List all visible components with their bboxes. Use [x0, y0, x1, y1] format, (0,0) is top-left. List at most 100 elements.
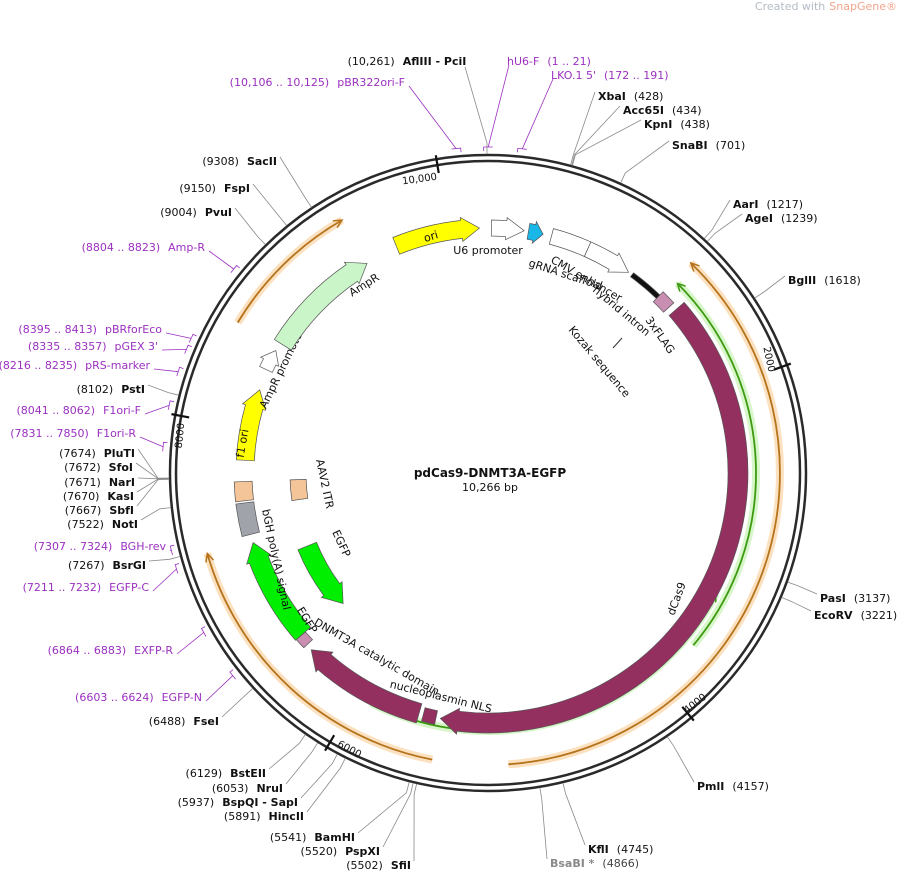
orange-arc: [206, 553, 433, 761]
primer-label: (6864 .. 6883) EXFP-R: [48, 644, 174, 657]
site-line: [570, 91, 596, 166]
primer-range: (8216 .. 8235): [0, 359, 77, 372]
primer-label: (10,106 .. 10,125) pBR322ori-F: [230, 76, 405, 89]
site-label: (5520) PspXI: [301, 845, 380, 858]
site-position: (5891): [224, 810, 261, 823]
site-name: NruI: [256, 782, 283, 795]
feature-label: f1 ori: [234, 428, 252, 459]
primer-range: (7211 .. 7232): [23, 581, 102, 594]
site-name: XbaI: [598, 90, 626, 103]
site-position: (8102): [77, 383, 114, 396]
kozak-tick: [612, 337, 623, 349]
tick-label: 8000: [174, 423, 188, 449]
primer-line: [161, 349, 187, 351]
primer-label: (7307 .. 7324) BGH-rev: [34, 540, 167, 553]
site-label: (7671) NarI: [64, 476, 135, 489]
site-label: (7522) NotI: [67, 518, 138, 531]
feature: [289, 479, 309, 501]
site-name: SnaBI: [672, 139, 708, 152]
site-label: SnaBI (701): [672, 139, 745, 152]
site-line: [148, 556, 181, 562]
site-name: SacII: [247, 155, 277, 168]
primer-label: (8041 .. 8062) F1ori-F: [17, 404, 142, 417]
site-name: AarI: [733, 198, 758, 211]
site-name: FspI: [224, 182, 250, 195]
site-name: BglII: [788, 274, 816, 287]
site-position: (4745): [617, 843, 654, 856]
site-line: [285, 742, 319, 785]
primer-site: [176, 366, 184, 377]
site-line: [572, 119, 642, 166]
primer-range: (7307 .. 7324): [34, 540, 113, 553]
tick-label: 2000: [760, 346, 776, 373]
primer-line: [176, 632, 204, 655]
feature: [652, 291, 675, 313]
site-line: [268, 734, 306, 770]
orange-arc: [508, 262, 781, 766]
site-name: KasI: [107, 490, 134, 503]
site-name: PasI: [820, 592, 846, 605]
site-label: (6129) BstEII: [186, 767, 266, 780]
primer-name: F1ori-R: [97, 427, 137, 440]
site-line: [464, 66, 488, 154]
primer-line: [165, 332, 192, 339]
site-position: (7670): [63, 490, 100, 503]
tick-label: 10,000: [402, 172, 438, 188]
primer-name: pGEX 3': [114, 340, 158, 353]
site-position: (1217): [766, 198, 803, 211]
site-name: SfiI: [391, 859, 411, 872]
orange-arc: [236, 219, 343, 324]
itr-box: [233, 480, 254, 503]
site-label: (5937) BspQI - SapI: [178, 796, 298, 809]
primer-line: [144, 405, 170, 415]
primer-label: (8804 .. 8823) Amp-R: [82, 241, 206, 254]
site-line: [140, 507, 171, 521]
site-name: SbfI: [109, 504, 134, 517]
orange-arc-head: [689, 261, 700, 272]
site-label: (10,261) AflIII - PciI: [348, 55, 467, 68]
primer-line: [521, 78, 554, 149]
site-position: (434): [672, 104, 702, 117]
site-name: PmlI: [697, 780, 724, 793]
primer-line: [205, 675, 233, 702]
site-line: [252, 183, 288, 226]
site-label: (7267) BsrGI: [68, 559, 146, 572]
feature-label: 3xFLAG: [643, 314, 678, 356]
orange-arc-head: [332, 219, 344, 229]
site-name: SfoI: [109, 461, 133, 474]
primer-site: [184, 344, 192, 354]
site-name: HincII: [268, 810, 304, 823]
site-name: EcoRV: [814, 609, 853, 622]
primer-site: [451, 147, 462, 153]
site-label: (7672) SfoI: [64, 461, 133, 474]
primer-range: (8335 .. 8357): [28, 340, 107, 353]
site-label: AgeI (1239): [745, 212, 818, 225]
site-label: (5502) SfiI: [346, 859, 411, 872]
site-position: (6488): [149, 715, 186, 728]
site-line: [221, 688, 253, 718]
primer-site: [188, 333, 197, 343]
site-name: BamHI: [314, 831, 355, 844]
site-name: KpnI: [644, 118, 672, 131]
site-position: (10,261): [348, 55, 395, 68]
primer-name: pRS-marker: [85, 359, 150, 372]
site-position: (7671): [64, 476, 101, 489]
primer-name: Amp-R: [168, 241, 205, 254]
feature: [490, 217, 525, 241]
site-line: [571, 105, 621, 166]
primer-label: (8395 .. 8413) pBRforEco: [18, 323, 162, 336]
feature-label: AAV2 ITR: [313, 458, 336, 510]
primer-range: (6864 .. 6883): [48, 644, 127, 657]
site-position: (9308): [202, 155, 239, 168]
site-position: (428): [634, 90, 664, 103]
primer-name: pBRforEco: [105, 323, 162, 336]
feature: [235, 389, 267, 462]
site-position: (3221): [861, 609, 898, 622]
site-label: EcoRV (3221): [814, 609, 897, 622]
site-position: (5541): [270, 831, 307, 844]
primer-label: hU6-F (1 .. 21): [507, 55, 591, 68]
site-position: (9004): [160, 206, 197, 219]
site-name: PvuI: [205, 206, 232, 219]
site-name: AgeI: [745, 212, 773, 225]
site-name: BsrGI: [113, 559, 146, 572]
